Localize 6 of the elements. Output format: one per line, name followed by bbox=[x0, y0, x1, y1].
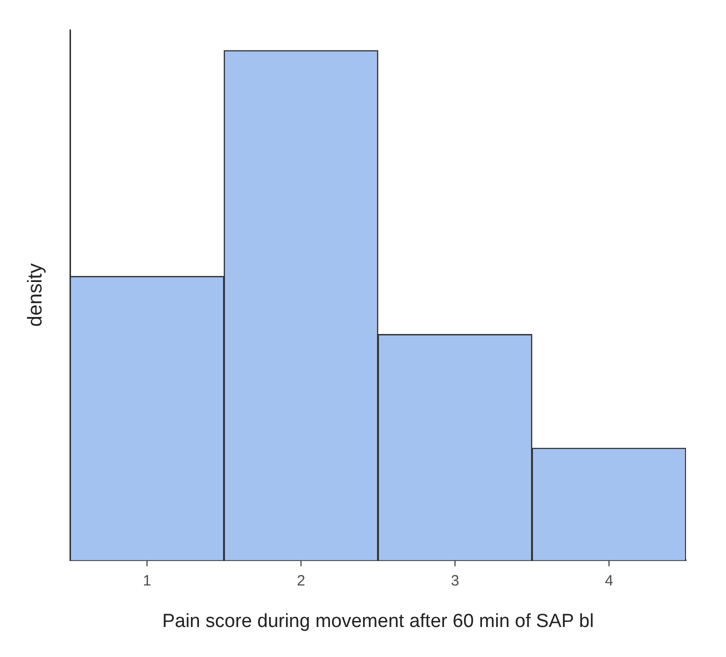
x-tick-label: 3 bbox=[450, 572, 460, 590]
x-axis-title: Pain score during movement after 60 min of SAP bl bbox=[162, 610, 594, 632]
x-tick-label: 2 bbox=[296, 572, 306, 590]
x-tick-label: 1 bbox=[142, 572, 152, 590]
y-axis-title: density bbox=[24, 263, 47, 327]
x-tick-label: 4 bbox=[604, 572, 614, 590]
